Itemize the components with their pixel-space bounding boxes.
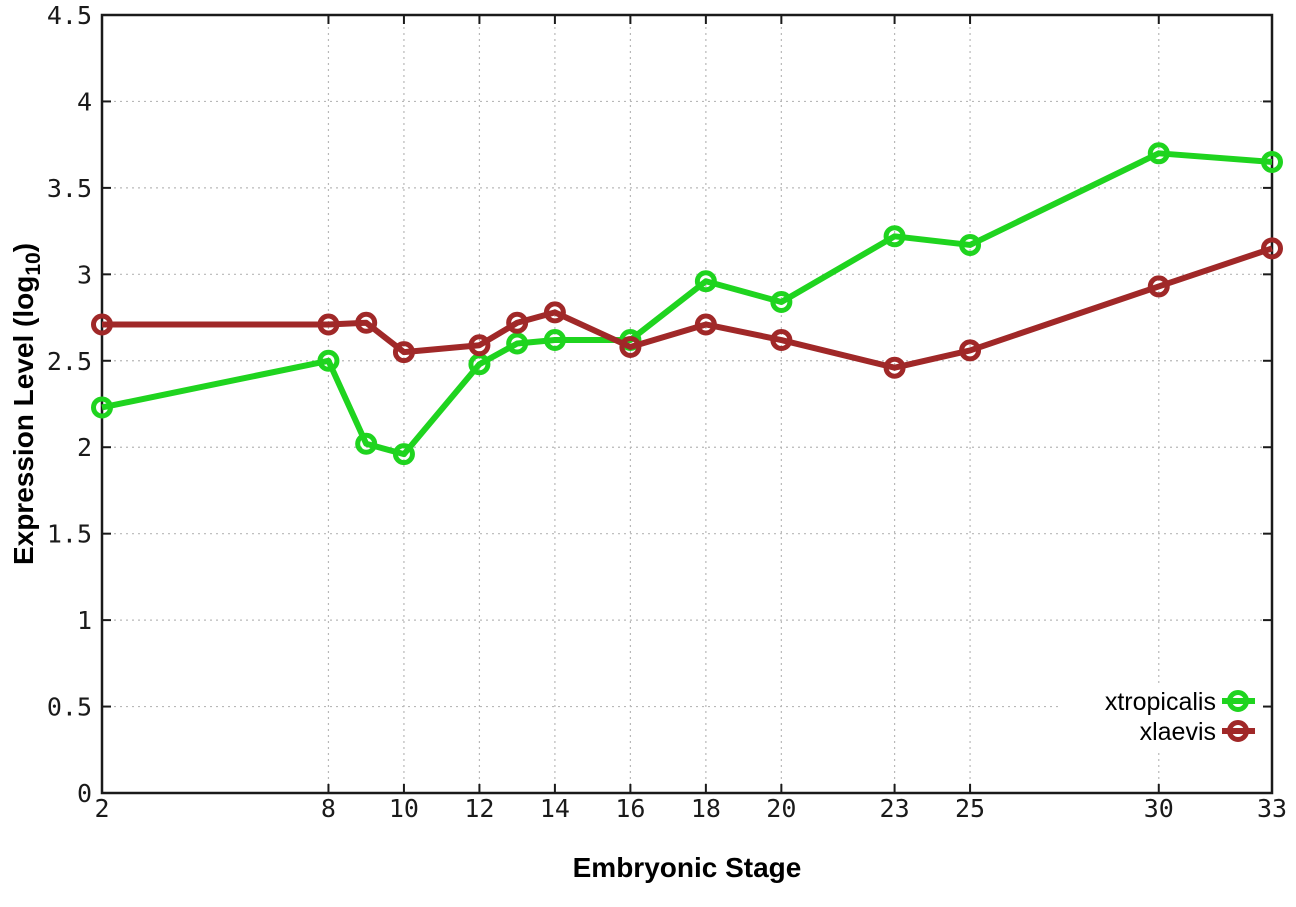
- data-point-marker-xlaevis: [355, 311, 378, 334]
- y-tick-label: 4.5: [47, 1, 92, 30]
- series-line-xlaevis: [102, 245, 1273, 371]
- y-tick-label: 1.5: [47, 520, 92, 549]
- x-tick-label: 20: [766, 794, 796, 823]
- x-tick-label: 2: [94, 794, 109, 823]
- data-point-marker-xlaevis: [543, 301, 566, 324]
- x-tick-label: 10: [389, 794, 419, 823]
- x-tick-label: 8: [321, 794, 336, 823]
- data-point-marker-xtropicalis: [543, 329, 566, 352]
- y-tick-label: 3: [77, 260, 92, 289]
- legend-marker-xtropicalis: [1227, 690, 1249, 712]
- gridlines: [101, 14, 1273, 794]
- data-point-marker-xlaevis: [694, 313, 717, 336]
- x-tick-label: 16: [615, 794, 645, 823]
- x-tick-label: 12: [464, 794, 494, 823]
- y-tick-label: 1: [77, 606, 92, 635]
- y-tick-label: 2: [77, 433, 92, 462]
- data-point-marker-xlaevis: [1147, 275, 1170, 298]
- data-point-marker-xlaevis: [506, 311, 529, 334]
- data-point-marker-xtropicalis: [770, 290, 793, 313]
- data-point-marker-xtropicalis: [959, 233, 982, 256]
- data-point-marker-xlaevis: [1261, 237, 1283, 260]
- data-point-marker-xtropicalis: [392, 443, 415, 466]
- data-point-marker-xtropicalis: [506, 332, 529, 355]
- x-tick-label: 33: [1257, 794, 1287, 823]
- y-tick-label: 0.5: [47, 693, 92, 722]
- plot-border: [100, 13, 1274, 795]
- series-group: [91, 142, 1283, 466]
- tick-marks: [101, 14, 1273, 794]
- x-axis-title: Embryonic Stage: [573, 852, 802, 883]
- data-point-marker-xtropicalis: [883, 225, 906, 248]
- y-tick-label: 2.5: [47, 347, 92, 376]
- data-point-marker-xtropicalis: [355, 432, 378, 455]
- x-tick-label: 23: [880, 794, 910, 823]
- data-point-marker-xlaevis: [91, 313, 113, 336]
- x-tick-label: 30: [1144, 794, 1174, 823]
- data-point-marker-xtropicalis: [317, 349, 340, 372]
- data-point-marker-xlaevis: [392, 341, 415, 364]
- data-point-marker-xtropicalis: [1261, 150, 1283, 173]
- x-tick-label: 25: [955, 794, 985, 823]
- data-point-marker-xtropicalis: [1147, 142, 1170, 165]
- y-axis-title-suffix: ): [8, 243, 39, 252]
- x-tick-label: 14: [540, 794, 570, 823]
- data-point-marker-xlaevis: [317, 313, 340, 336]
- legend-label-xlaevis: xlaevis: [1140, 718, 1216, 746]
- y-axis-title: Expression Level (log10): [8, 243, 45, 565]
- tick-labels: 2 8 10 12 14 16 18 20 23 25 30 33 0 0.5 1 1.5 2 2.5 3 3.5 4 4…: [47, 1, 1287, 823]
- y-axis-title-subscript: 10: [22, 252, 45, 275]
- x-tick-label: 18: [691, 794, 721, 823]
- series-line-xtropicalis: [101, 150, 1273, 458]
- legend-label-xtropicalis: xtropicalis: [1105, 688, 1216, 716]
- data-point-marker-xtropicalis: [91, 396, 113, 419]
- data-point-marker-xlaevis: [619, 335, 642, 358]
- data-point-marker-xtropicalis: [694, 270, 717, 293]
- y-tick-label: 0: [77, 779, 92, 808]
- legend-marker-xlaevis: [1227, 720, 1249, 742]
- data-point-marker-xlaevis: [770, 329, 793, 352]
- data-point-marker-xlaevis: [883, 356, 906, 379]
- y-axis-title-prefix: Expression Level (log: [8, 276, 39, 565]
- data-point-marker-xlaevis: [468, 334, 491, 357]
- y-tick-label: 4: [77, 87, 92, 116]
- data-point-marker-xlaevis: [959, 339, 982, 362]
- y-tick-label: 3.5: [47, 174, 92, 203]
